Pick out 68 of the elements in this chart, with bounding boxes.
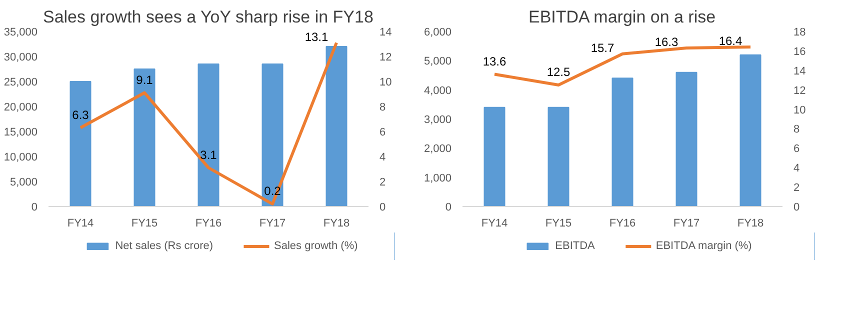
x-tick-label: FY15 — [131, 218, 158, 230]
y2-tick-label: 6 — [380, 126, 386, 138]
y2-tick-label: 0 — [380, 202, 386, 214]
y2-tick-label: 8 — [380, 102, 386, 114]
y2-tick-label: 4 — [380, 152, 386, 164]
y-tick-label: 30,000 — [4, 52, 38, 64]
data-label: 15.7 — [590, 40, 615, 55]
data-label: 12.5 — [546, 64, 571, 79]
data-label: 16.3 — [654, 35, 679, 50]
bar — [134, 68, 156, 206]
y-tick-label: 5,000 — [10, 176, 38, 188]
legend-label: EBITDA — [555, 240, 595, 252]
chart-title: Sales growth sees a YoY sharp rise in FY18 — [42, 8, 374, 26]
data-label: 13.6 — [482, 54, 507, 68]
data-label: 9.1 — [136, 72, 154, 87]
y-tick-label: 20,000 — [4, 102, 38, 114]
x-tick-label: FY18 — [737, 218, 764, 230]
bar — [740, 54, 762, 206]
legend-label: Net sales (Rs crore) — [115, 240, 214, 252]
x-tick-label: FY16 — [195, 218, 222, 230]
data-label: 6.3 — [72, 108, 90, 122]
y2-tick-label: 10 — [794, 104, 806, 116]
y2-tick-label: 12 — [380, 52, 392, 64]
x-tick-label: FY14 — [481, 218, 508, 230]
bar — [676, 72, 698, 206]
x-tick-label: FY17 — [673, 218, 700, 230]
bar — [548, 106, 570, 206]
y-tick-label: 2,000 — [424, 143, 452, 156]
y-tick-label: 4,000 — [424, 84, 452, 97]
y2-tick-label: 16 — [794, 46, 806, 58]
bar — [612, 78, 634, 206]
y2-tick-label: 4 — [794, 162, 800, 175]
bar — [484, 106, 506, 206]
y2-tick-label: 10 — [380, 76, 392, 88]
y-tick-label: 1,000 — [424, 172, 452, 184]
bar — [198, 64, 220, 206]
y2-tick-label: 12 — [794, 84, 806, 97]
y-tick-label: 6,000 — [424, 26, 452, 38]
y2-tick-label: 2 — [794, 182, 800, 194]
y2-tick-label: 0 — [794, 202, 800, 214]
x-tick-label: FY18 — [323, 218, 350, 230]
y2-tick-label: 6 — [794, 143, 800, 156]
y2-tick-label: 14 — [794, 65, 806, 78]
y2-tick-label: 14 — [380, 26, 392, 38]
x-tick-label: FY15 — [545, 218, 572, 230]
data-label: 16.4 — [718, 34, 743, 48]
bar — [70, 81, 92, 206]
x-tick-label: FY17 — [259, 218, 286, 230]
y-tick-label: 5,000 — [424, 56, 452, 68]
x-tick-label: FY16 — [609, 218, 636, 230]
y-tick-label: 0 — [31, 202, 38, 214]
y2-tick-label: 8 — [794, 124, 800, 136]
y-tick-label: 25,000 — [4, 76, 38, 88]
legend-label: EBITDA margin (%) — [656, 240, 752, 252]
y2-tick-label: 18 — [794, 26, 806, 38]
bar — [326, 46, 348, 206]
data-label: 13.1 — [304, 30, 329, 44]
y-tick-label: 15,000 — [4, 126, 38, 138]
y-tick-label: 0 — [445, 202, 452, 214]
y-tick-label: 35,000 — [4, 26, 38, 38]
chart-title: EBITDA margin on a rise — [528, 8, 716, 26]
y-tick-label: 10,000 — [4, 152, 38, 164]
data-label: 3.1 — [200, 148, 218, 162]
y2-tick-label: 2 — [380, 176, 386, 188]
x-tick-label: FY14 — [67, 218, 94, 230]
y-tick-label: 3,000 — [424, 114, 452, 126]
legend-label: Sales growth (%) — [274, 240, 358, 252]
bar — [262, 64, 284, 206]
